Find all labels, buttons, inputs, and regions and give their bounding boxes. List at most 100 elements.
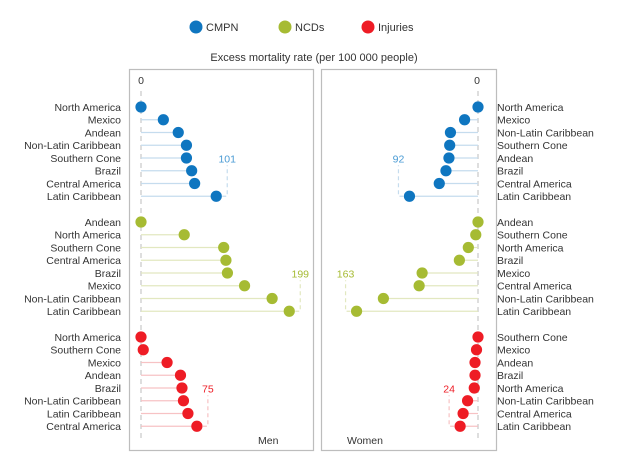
max-label-women-injuries: 24	[443, 383, 455, 395]
max-bracket-men-injuries	[202, 395, 209, 427]
panel-women-title: Women	[347, 435, 383, 447]
category-label-men-injuries: North America	[54, 332, 121, 344]
legend: CMPN NCDs Injuries	[189, 20, 414, 34]
category-label-men-cmpn: Mexico	[88, 115, 121, 127]
category-label-men-injuries: Andean	[85, 370, 121, 382]
dot-women-injuries	[461, 395, 474, 407]
legend-label-cmpn: CMPN	[206, 22, 238, 34]
dot-women-cmpn	[443, 152, 455, 164]
dot-men-injuries	[176, 382, 188, 394]
category-label-women-injuries: Southern Cone	[497, 332, 568, 344]
category-label-women-ncds: Central America	[497, 281, 572, 293]
legend-marker-injuries	[361, 20, 375, 34]
max-label-women-ncds: 163	[337, 268, 355, 280]
dot-men-injuries	[174, 369, 187, 381]
category-label-women-ncds: Southern Cone	[497, 230, 568, 242]
category-label-women-ncds: Andean	[497, 217, 533, 229]
dot-women-ncds	[416, 267, 428, 279]
category-label-women-injuries: Brazil	[497, 370, 523, 382]
dot-women-ncds	[377, 292, 389, 305]
category-label-men-ncds: Non-Latin Caribbean	[24, 293, 121, 305]
category-label-men-cmpn: Central America	[46, 178, 121, 190]
category-label-men-injuries: Southern Cone	[50, 345, 121, 357]
dot-women-cmpn	[403, 190, 416, 202]
category-label-men-ncds: Central America	[46, 255, 121, 267]
category-label-men-cmpn: Andean	[85, 127, 121, 139]
category-label-women-cmpn: Latin Caribbean	[497, 191, 571, 203]
category-label-women-ncds: Non-Latin Caribbean	[497, 293, 594, 305]
max-label-men-ncds: 199	[291, 268, 309, 280]
dot-men-ncds	[266, 292, 278, 305]
dot-women-ncds	[470, 229, 482, 241]
category-label-women-injuries: Central America	[497, 408, 572, 420]
dot-women-injuries	[457, 407, 469, 420]
category-label-women-cmpn: Non-Latin Caribbean	[497, 127, 594, 139]
max-bracket-women-ncds	[344, 280, 351, 312]
dot-women-injuries	[470, 344, 483, 356]
dot-women-cmpn	[444, 139, 456, 151]
category-label-men-ncds: Brazil	[95, 268, 121, 280]
dot-women-ncds	[462, 241, 474, 254]
dot-women-injuries	[469, 369, 481, 381]
dot-men-injuries	[177, 395, 190, 407]
legend-marker-cmpn	[189, 20, 203, 34]
dot-men-ncds	[238, 280, 251, 292]
dot-women-ncds	[472, 216, 484, 228]
panel-women-zero-label: 0	[474, 75, 480, 87]
category-label-women-cmpn: Southern Cone	[497, 140, 568, 152]
dot-women-cmpn	[444, 126, 457, 139]
dot-men-cmpn	[189, 177, 201, 190]
chart-title: Excess mortality rate (per 100 000 peopl…	[210, 52, 417, 64]
dot-men-injuries	[191, 420, 203, 432]
dot-women-ncds	[453, 254, 465, 266]
dot-men-ncds	[221, 267, 234, 279]
max-bracket-men-ncds	[295, 280, 301, 312]
panel-men-frame	[128, 68, 315, 452]
dot-men-ncds	[135, 216, 147, 228]
dot-women-injuries	[454, 420, 466, 432]
dot-men-cmpn	[180, 139, 193, 151]
dot-men-cmpn	[210, 190, 222, 202]
dot-men-cmpn	[172, 126, 184, 139]
dot-women-injuries	[472, 331, 484, 343]
category-label-men-injuries: Central America	[46, 421, 121, 433]
category-label-men-ncds: North America	[54, 230, 121, 242]
dot-women-cmpn	[472, 101, 484, 113]
category-label-women-ncds: Latin Caribbean	[497, 306, 571, 318]
category-label-men-ncds: Southern Cone	[50, 242, 121, 254]
category-label-women-ncds: Mexico	[497, 268, 530, 280]
max-bracket-women-injuries	[448, 395, 455, 427]
category-label-women-ncds: North America	[497, 242, 564, 254]
panel-men-zero-label: 0	[138, 75, 144, 87]
category-label-men-injuries: Latin Caribbean	[47, 408, 121, 420]
category-label-men-injuries: Brazil	[95, 383, 121, 395]
legend-label-ncds: NCDs	[295, 22, 325, 34]
max-label-women-cmpn: 92	[393, 153, 405, 165]
dot-women-cmpn	[458, 114, 471, 126]
dot-women-cmpn	[433, 177, 445, 190]
dot-women-ncds	[413, 280, 425, 292]
category-label-women-cmpn: Central America	[497, 178, 572, 190]
category-label-women-injuries: Non-Latin Caribbean	[497, 396, 594, 408]
category-label-women-injuries: Latin Caribbean	[497, 421, 571, 433]
max-bracket-men-cmpn	[222, 165, 228, 197]
category-label-men-injuries: Non-Latin Caribbean	[24, 396, 121, 408]
category-label-men-ncds: Mexico	[88, 281, 121, 293]
dot-men-ncds	[283, 305, 295, 317]
panel-men-title: Men	[258, 435, 279, 447]
panel-women-frame	[320, 68, 498, 452]
category-label-men-ncds: Andean	[85, 217, 121, 229]
category-label-women-injuries: Mexico	[497, 345, 530, 357]
category-label-men-cmpn: Southern Cone	[50, 153, 121, 165]
dot-men-cmpn	[157, 114, 169, 126]
dot-women-cmpn	[440, 165, 452, 177]
dot-men-ncds	[220, 254, 232, 266]
dot-men-injuries	[161, 356, 173, 369]
dot-women-injuries	[468, 382, 480, 394]
dot-women-ncds	[350, 305, 363, 317]
category-label-women-cmpn: Andean	[497, 153, 533, 165]
dot-men-cmpn	[135, 101, 147, 113]
category-label-men-cmpn: Latin Caribbean	[47, 191, 121, 203]
max-label-men-injuries: 75	[202, 383, 214, 395]
legend-marker-ncds	[278, 20, 292, 34]
